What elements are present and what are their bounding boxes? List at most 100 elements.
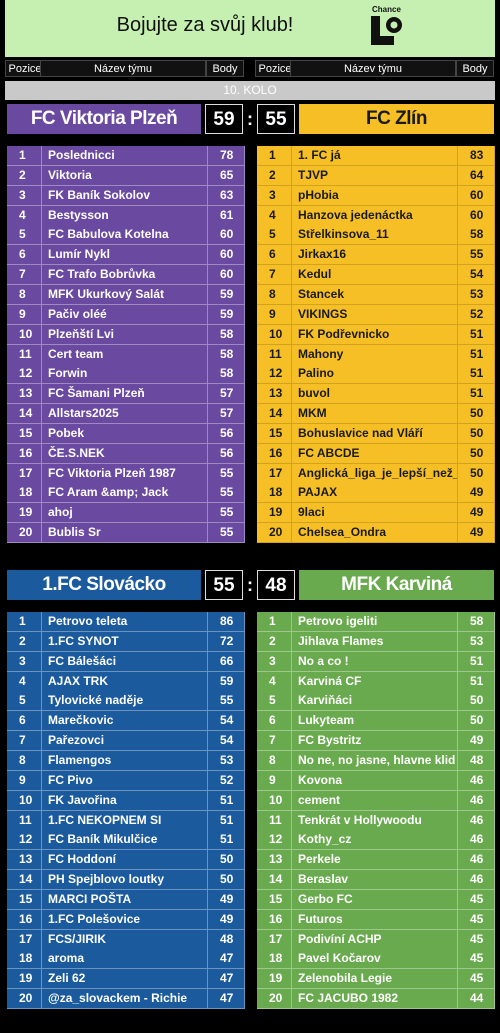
position: 13: [7, 850, 42, 871]
points: 49: [458, 483, 495, 504]
points: 50: [208, 850, 245, 871]
position: 11: [257, 344, 292, 365]
table-row: 14 MKM 50: [257, 404, 495, 425]
table-row: 5 Střelkinsova_11 58: [257, 225, 495, 246]
points: 49: [208, 889, 245, 910]
position: 8: [7, 750, 42, 771]
table-row: 11 1.FC NEKOPNEM SI 51: [7, 810, 245, 831]
position: 14: [257, 870, 292, 891]
team-name: Lumír Nykl: [42, 245, 208, 266]
table-row: 14 Beraslav 46: [257, 870, 495, 891]
points: 50: [458, 711, 495, 732]
position: 15: [7, 889, 42, 910]
team-name: 1.FC NEKOPNEM SI: [42, 810, 208, 831]
position: 16: [257, 909, 292, 930]
table-row: 8 No ne, no jasne, hlavne klid 48: [257, 750, 495, 771]
position: 16: [257, 443, 292, 464]
team-name: Viktoria: [42, 165, 208, 186]
team-name: Tylovické naděje: [42, 691, 208, 712]
team-name: Pařezovci: [42, 731, 208, 752]
table-row: 10 Plzeňští Lvi 58: [7, 324, 245, 345]
team-name: Jirkax16: [292, 245, 458, 266]
column-header: Pozice: [5, 60, 45, 77]
column-header: Body: [206, 60, 244, 77]
position: 19: [7, 969, 42, 990]
points: 55: [208, 483, 245, 504]
position: 8: [257, 750, 292, 771]
points: 44: [458, 989, 495, 1010]
points: 51: [458, 344, 495, 365]
team-name: 1. FC já: [292, 146, 458, 166]
position: 4: [257, 205, 292, 226]
banner-title: Bojujte za svůj klub!: [116, 14, 294, 36]
team-name: pHobia: [292, 185, 458, 206]
points: 53: [208, 750, 245, 771]
points: 49: [458, 731, 495, 752]
team-name: FC Babulova Kotelna: [42, 225, 208, 246]
points: 83: [458, 146, 495, 166]
position: 15: [257, 423, 292, 444]
points: 52: [458, 304, 495, 325]
team-name: Mahony: [292, 344, 458, 365]
position: 17: [7, 929, 42, 950]
team-name: Forwin: [42, 364, 208, 385]
team-name: Podivíní ACHP: [292, 929, 458, 950]
position: 16: [7, 443, 42, 464]
table-row: 15 Pobek 56: [7, 423, 245, 444]
position: 5: [7, 691, 42, 712]
table-row: 7 FC Trafo Bobrůvka 60: [7, 265, 245, 286]
table-row: 9 FC Pivo 52: [7, 770, 245, 791]
position: 12: [7, 830, 42, 851]
team-name: Karviná CF: [292, 671, 458, 692]
table-row: 13 FC Hoddoní 50: [7, 850, 245, 871]
table-row: 11 Cert team 58: [7, 344, 245, 365]
points: 50: [458, 404, 495, 425]
position: 11: [7, 810, 42, 831]
team-name: Flamengos: [42, 750, 208, 771]
points: 52: [208, 770, 245, 791]
table-row: 17 Podivíní ACHP 45: [257, 929, 495, 950]
position: 10: [7, 790, 42, 811]
team-name: PH Spejblovo loutky: [42, 870, 208, 891]
team-name: buvol: [292, 384, 458, 405]
table-row: 14 PH Spejblovo loutky 50: [7, 870, 245, 891]
position: 9: [7, 304, 42, 325]
team-name: No a co !: [292, 651, 458, 672]
points: 45: [458, 929, 495, 950]
team-name: Pobek: [42, 423, 208, 444]
away-score: 48: [257, 570, 295, 600]
points: 86: [208, 612, 245, 632]
position: 1: [7, 146, 42, 166]
table-row: 1 Petrovo teleta 86: [7, 612, 245, 632]
points: 50: [458, 463, 495, 484]
table-row: 1 Poslednicci 78: [7, 146, 245, 166]
table-row: 1 1. FC já 83: [257, 146, 495, 166]
team-name: 1.FC Polešovice: [42, 909, 208, 930]
table-row: 18 PAJAX 49: [257, 483, 495, 504]
table-row: 15 MARCI POŠTA 49: [7, 889, 245, 910]
team-name: Stancek: [292, 284, 458, 305]
points: 51: [458, 324, 495, 345]
points: 58: [208, 324, 245, 345]
points: 64: [458, 165, 495, 186]
points: 57: [208, 404, 245, 425]
position: 12: [7, 364, 42, 385]
position: 14: [257, 404, 292, 425]
position: 4: [7, 205, 42, 226]
points: 60: [208, 225, 245, 246]
points: 60: [458, 205, 495, 226]
points: 50: [458, 443, 495, 464]
team-name: Gerbo FC: [292, 889, 458, 910]
position: 17: [257, 929, 292, 950]
team-name: FC Pivo: [42, 770, 208, 791]
points: 58: [208, 364, 245, 385]
team-name: Chelsea_Ondra: [292, 523, 458, 544]
table-row: 5 FC Babulova Kotelna 60: [7, 225, 245, 246]
table-row: 13 Perkele 46: [257, 850, 495, 871]
home-score: 59: [205, 104, 243, 134]
points: 47: [208, 969, 245, 990]
team-name: ČE.S.NEK: [42, 443, 208, 464]
home-score: 55: [205, 570, 243, 600]
table-row: 10 cement 46: [257, 790, 495, 811]
